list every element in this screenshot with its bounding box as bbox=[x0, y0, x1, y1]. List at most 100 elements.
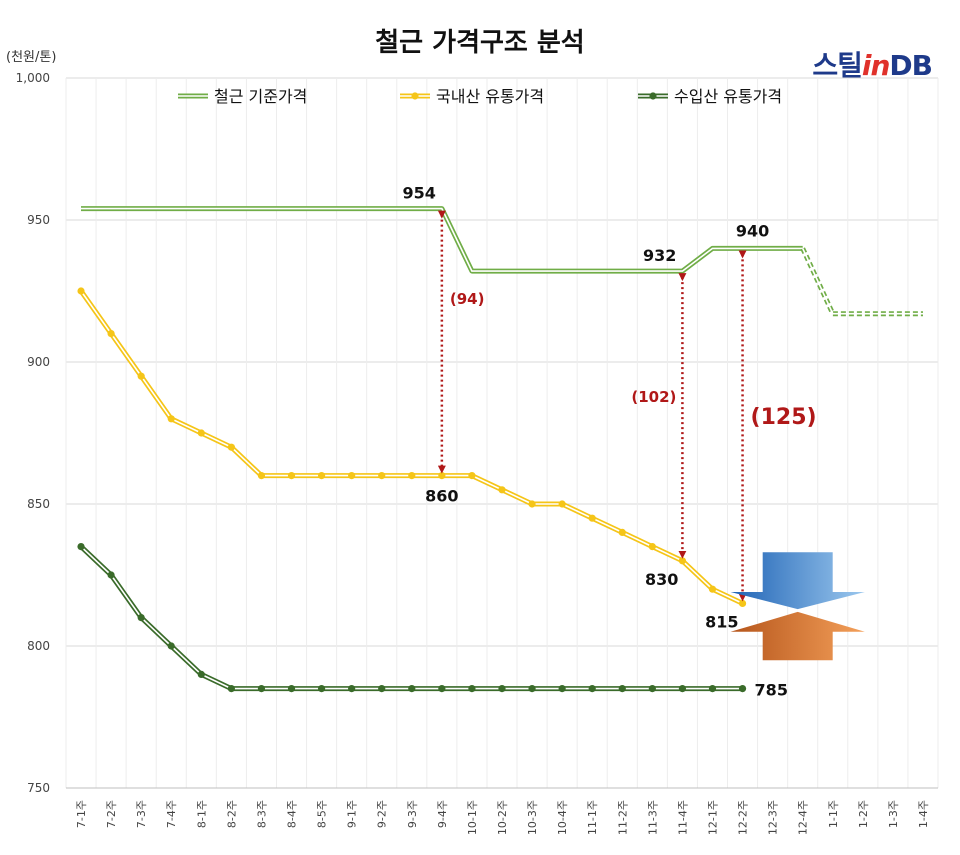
data-point bbox=[287, 685, 296, 693]
data-label: 830 bbox=[645, 570, 678, 589]
data-point bbox=[408, 472, 416, 480]
data-label: 785 bbox=[755, 681, 788, 700]
data-point bbox=[77, 287, 85, 295]
x-tick-label: 9-3주 bbox=[406, 800, 419, 828]
x-tick-label: 7-4주 bbox=[165, 800, 178, 828]
series-line-inner bbox=[81, 207, 803, 272]
x-tick-label: 8-4주 bbox=[286, 800, 299, 828]
x-tick-label: 12-3주 bbox=[767, 800, 780, 835]
x-tick-label: 9-2주 bbox=[376, 800, 389, 828]
series-2 bbox=[77, 287, 747, 608]
legend-item: 수입산 유통가격 bbox=[638, 87, 782, 106]
data-point bbox=[678, 557, 687, 565]
x-tick-label: 12-4주 bbox=[797, 800, 810, 835]
data-point bbox=[528, 500, 536, 508]
x-tick-label: 9-4주 bbox=[436, 800, 449, 828]
x-tick-label: 11-4주 bbox=[676, 800, 689, 835]
x-tick-label: 1-2주 bbox=[857, 800, 870, 828]
data-point bbox=[648, 543, 656, 551]
y-tick-label: 900 bbox=[27, 355, 50, 369]
data-point bbox=[438, 472, 446, 480]
y-tick-label: 850 bbox=[27, 497, 50, 511]
legend-label: 철근 기준가격 bbox=[214, 87, 307, 106]
data-point bbox=[618, 685, 626, 693]
x-tick-label: 11-1주 bbox=[586, 800, 599, 835]
data-point bbox=[498, 486, 506, 494]
series-line-inner bbox=[80, 290, 743, 605]
series-line bbox=[79, 544, 743, 692]
data-point bbox=[197, 670, 205, 679]
logo-db: DB bbox=[889, 49, 933, 82]
data-point bbox=[678, 685, 687, 693]
x-tick-label: 11-3주 bbox=[646, 800, 659, 835]
y-axis-unit-label: (천원/톤) bbox=[6, 50, 57, 65]
data-label: 860 bbox=[425, 487, 458, 506]
data-point bbox=[468, 685, 476, 693]
data-point bbox=[348, 685, 356, 693]
legend-item: 국내산 유통가격 bbox=[400, 87, 544, 106]
x-tick-label: 10-1주 bbox=[466, 800, 479, 835]
x-tick-label: 12-1주 bbox=[706, 800, 719, 835]
data-label: 954 bbox=[402, 184, 435, 203]
gap-annotation-label: (102) bbox=[631, 388, 676, 406]
data-point bbox=[708, 585, 717, 593]
data-point bbox=[167, 415, 175, 423]
data-point bbox=[438, 685, 446, 693]
y-tick-label: 800 bbox=[27, 639, 50, 653]
series-forecast-line bbox=[800, 247, 923, 317]
gap-annotation-label: (125) bbox=[751, 405, 817, 430]
data-label: 940 bbox=[736, 221, 769, 240]
data-point bbox=[708, 685, 717, 693]
data-point bbox=[348, 472, 356, 480]
legend-label: 국내산 유통가격 bbox=[436, 87, 544, 106]
data-point bbox=[408, 685, 416, 693]
x-tick-label: 8-3주 bbox=[255, 800, 268, 828]
legend-label: 수입산 유통가격 bbox=[674, 87, 782, 106]
x-tick-label: 1-1주 bbox=[827, 800, 840, 828]
data-point bbox=[378, 685, 386, 693]
x-tick-label: 7-2주 bbox=[105, 800, 118, 828]
logo-brand: 스틸 bbox=[812, 49, 863, 82]
data-point bbox=[287, 472, 296, 480]
data-point bbox=[648, 685, 656, 693]
x-tick-label: 10-4주 bbox=[556, 800, 569, 835]
data-point bbox=[167, 642, 175, 650]
data-label: 932 bbox=[643, 246, 676, 265]
series-forecast-line-inner bbox=[801, 248, 923, 315]
chart-title: 철근 가격구조 분석 bbox=[375, 28, 585, 58]
brand-logo: 스틸inDB bbox=[812, 44, 933, 84]
data-point bbox=[498, 685, 506, 693]
data-point bbox=[107, 330, 115, 338]
data-point bbox=[528, 685, 536, 693]
data-point bbox=[317, 685, 326, 693]
data-point bbox=[77, 543, 85, 551]
data-point bbox=[738, 599, 747, 608]
data-point bbox=[227, 685, 235, 693]
y-tick-label: 750 bbox=[27, 781, 50, 795]
data-point bbox=[257, 472, 266, 480]
series-1 bbox=[81, 206, 923, 317]
data-label: 815 bbox=[705, 612, 738, 631]
data-point bbox=[468, 472, 476, 480]
legend-marker bbox=[411, 92, 419, 100]
x-tick-label: 9-1주 bbox=[346, 800, 359, 828]
data-point bbox=[558, 685, 566, 693]
x-tick-label: 10-2주 bbox=[496, 800, 509, 835]
x-tick-label: 8-1주 bbox=[195, 800, 208, 828]
data-point bbox=[588, 685, 596, 693]
series-line-inner bbox=[80, 546, 743, 690]
data-point bbox=[618, 528, 626, 537]
down-arrow-shape bbox=[730, 552, 865, 610]
x-tick-label: 1-3주 bbox=[887, 800, 900, 828]
data-point bbox=[107, 571, 115, 579]
y-tick-label: 1,000 bbox=[16, 71, 50, 85]
data-point bbox=[137, 372, 145, 380]
data-point bbox=[137, 614, 145, 622]
series-3 bbox=[77, 543, 747, 693]
x-tick-label: 8-5주 bbox=[316, 800, 329, 828]
up-arrow-shape bbox=[730, 611, 865, 661]
data-point bbox=[588, 514, 596, 522]
x-tick-label: 7-3주 bbox=[135, 800, 148, 828]
